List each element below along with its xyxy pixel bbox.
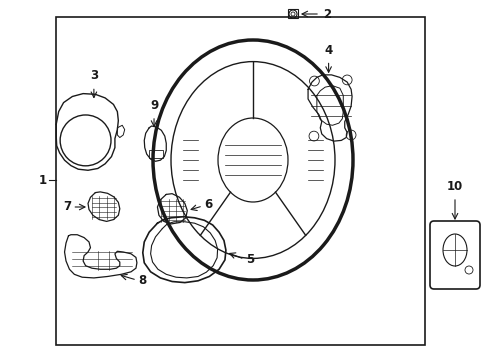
Text: 5: 5 xyxy=(245,253,254,266)
Text: 3: 3 xyxy=(90,69,98,82)
Text: 2: 2 xyxy=(323,8,330,21)
Text: 4: 4 xyxy=(324,44,332,57)
Bar xyxy=(148,150,163,158)
Bar xyxy=(56,17,424,345)
Text: 6: 6 xyxy=(204,198,212,211)
Bar xyxy=(287,9,297,18)
Text: 7: 7 xyxy=(62,201,71,213)
Text: 1: 1 xyxy=(39,174,47,186)
Text: 9: 9 xyxy=(150,99,158,112)
Text: 8: 8 xyxy=(138,274,146,287)
Text: 10: 10 xyxy=(446,180,462,193)
